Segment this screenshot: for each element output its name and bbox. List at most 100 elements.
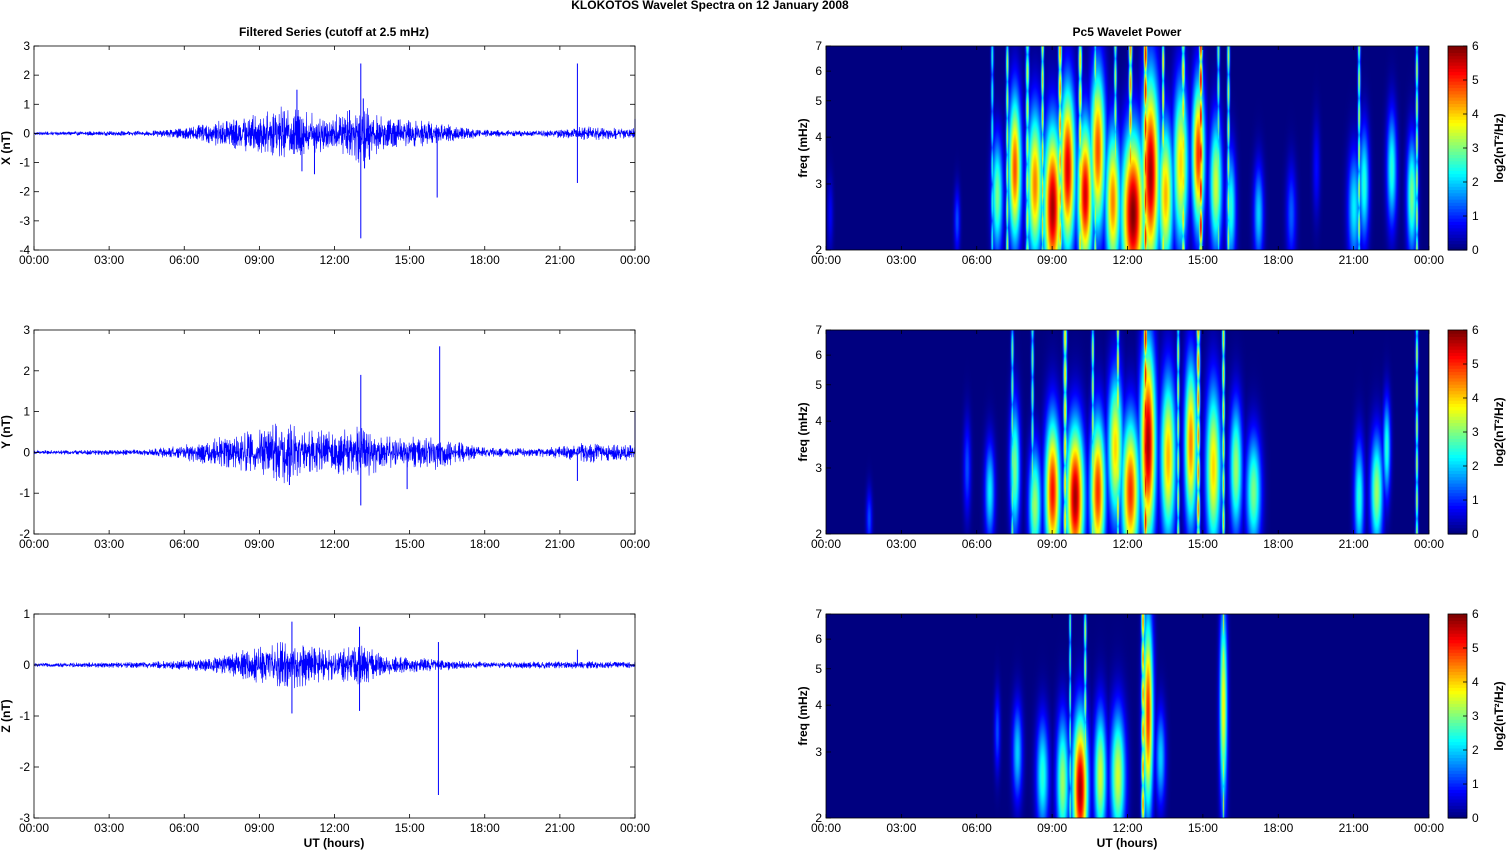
colorbar-swatch <box>1448 802 1467 806</box>
wavelet-xtick-label: 00:00 <box>1414 253 1444 267</box>
colorbar-swatch <box>1448 747 1467 752</box>
colorbar-swatch <box>1448 655 1467 660</box>
colorbar-swatch <box>1448 55 1467 60</box>
colorbar-swatch <box>1448 805 1467 810</box>
colorbar-swatch <box>1448 709 1467 714</box>
colorbar-swatch <box>1448 626 1467 631</box>
colorbar-tick-label: 0 <box>1472 811 1479 825</box>
ytick-label: 1 <box>23 97 30 111</box>
plot-area <box>34 330 635 534</box>
series-line <box>33 642 636 689</box>
wavelet-xtick-label: 21:00 <box>1339 821 1369 835</box>
colorbar-swatch <box>1448 636 1467 641</box>
series-xtick-label: 06:00 <box>169 537 199 551</box>
wavelet-xtick-label: 21:00 <box>1339 253 1369 267</box>
colorbar-swatch <box>1448 211 1467 216</box>
colorbar-swatch <box>1448 684 1467 688</box>
colorbar-tick-label: 5 <box>1472 641 1479 655</box>
colorbar-swatch <box>1448 416 1467 420</box>
ytick-label: 3 <box>23 39 30 53</box>
colorbar-swatch <box>1448 441 1467 446</box>
colorbar-swatch <box>1448 144 1467 149</box>
colorbar-swatch <box>1448 422 1467 427</box>
colorbar-swatch <box>1448 93 1467 98</box>
colorbar-swatch <box>1448 52 1467 57</box>
colorbar-tick-label: 5 <box>1472 73 1479 87</box>
colorbar-swatch <box>1448 396 1467 401</box>
ytick-label: 6 <box>815 632 822 646</box>
colorbar-tick-label: 0 <box>1472 527 1479 541</box>
colorbar-swatch <box>1448 237 1467 242</box>
ytick-label: 7 <box>815 323 822 337</box>
ytick-label: 4 <box>815 414 822 428</box>
colorbar-swatch <box>1448 425 1467 430</box>
wavelet-xtick-label: 00:00 <box>1414 821 1444 835</box>
colorbar-swatch <box>1448 214 1467 219</box>
colorbar-swatch <box>1448 218 1467 222</box>
series-xtick-label: 00:00 <box>620 821 650 835</box>
colorbar-swatch <box>1448 179 1467 184</box>
colorbar-swatch <box>1448 725 1467 730</box>
colorbar-swatch <box>1448 693 1467 698</box>
colorbar: 6 5 4 3 2 1 0 log2(nT²/Hz) <box>1447 323 1506 541</box>
colorbar-swatch <box>1448 773 1467 778</box>
ytick-label: 0 <box>23 445 30 459</box>
plot-area <box>34 46 635 250</box>
colorbar-swatch <box>1448 652 1467 657</box>
series-xtick-label: 03:00 <box>94 821 124 835</box>
colorbar-swatch <box>1448 463 1467 468</box>
colorbar-swatch <box>1448 186 1467 191</box>
series-panel-z: 10-1-2-300:00 03:00 06:00 09:00 12:00 15:00 18… <box>0 607 650 835</box>
colorbar-swatch <box>1448 176 1467 181</box>
colorbar-swatch <box>1448 138 1467 143</box>
colorbar-swatch <box>1448 419 1467 424</box>
colorbar-swatch <box>1448 336 1467 341</box>
colorbar-swatch <box>1448 339 1467 344</box>
series-xtick-label: 00:00 <box>620 537 650 551</box>
colorbar-swatch <box>1448 467 1467 471</box>
colorbar-swatch <box>1448 479 1467 484</box>
colorbar-swatch <box>1448 377 1467 382</box>
ytick-label: -4 <box>19 243 30 257</box>
series-line <box>33 106 636 163</box>
ytick-label: 6 <box>815 64 822 78</box>
colorbar-tick-label: 1 <box>1472 209 1479 223</box>
colorbar-swatch <box>1448 620 1467 625</box>
colorbar-tick-label: 6 <box>1472 607 1479 621</box>
wavelet-xtick-label: 00:00 <box>811 253 841 267</box>
colorbar-swatch <box>1448 489 1467 494</box>
colorbar-swatch <box>1448 473 1467 478</box>
colorbar-swatch <box>1448 527 1467 532</box>
colorbar-swatch <box>1448 381 1467 385</box>
colorbar-label: log2(nT²/Hz) <box>1492 113 1506 182</box>
colorbar-swatch <box>1448 457 1467 462</box>
ytick-label: 3 <box>815 461 822 475</box>
colorbar-swatch <box>1448 498 1467 503</box>
colorbar-swatch <box>1448 195 1467 200</box>
colorbar-swatch <box>1448 68 1467 73</box>
colorbar-tick-label: 2 <box>1472 459 1479 473</box>
colorbar-swatch <box>1448 444 1467 449</box>
colorbar-swatch <box>1448 183 1467 187</box>
colorbar-swatch <box>1448 789 1467 794</box>
wavelet-xtick-label: 00:00 <box>811 537 841 551</box>
colorbar-swatch <box>1448 160 1467 165</box>
colorbar-swatch <box>1448 81 1467 85</box>
wavelet-xtick-label: 00:00 <box>1414 537 1444 551</box>
colorbar-swatch <box>1448 671 1467 676</box>
colorbar-swatch <box>1448 716 1467 720</box>
colorbar-swatch <box>1448 706 1467 711</box>
wavelet-xtick-label: 06:00 <box>962 821 992 835</box>
colorbar-swatch <box>1448 435 1467 439</box>
colorbar-swatch <box>1448 511 1467 516</box>
colorbar-swatch <box>1448 645 1467 650</box>
colorbar-swatch <box>1448 754 1467 759</box>
y-axis-label: X (nT) <box>0 131 13 165</box>
colorbar-swatch <box>1448 687 1467 692</box>
colorbar-swatch <box>1448 384 1467 388</box>
colorbar-swatch <box>1448 173 1467 178</box>
wavelet-xtick-label: 15:00 <box>1188 821 1218 835</box>
